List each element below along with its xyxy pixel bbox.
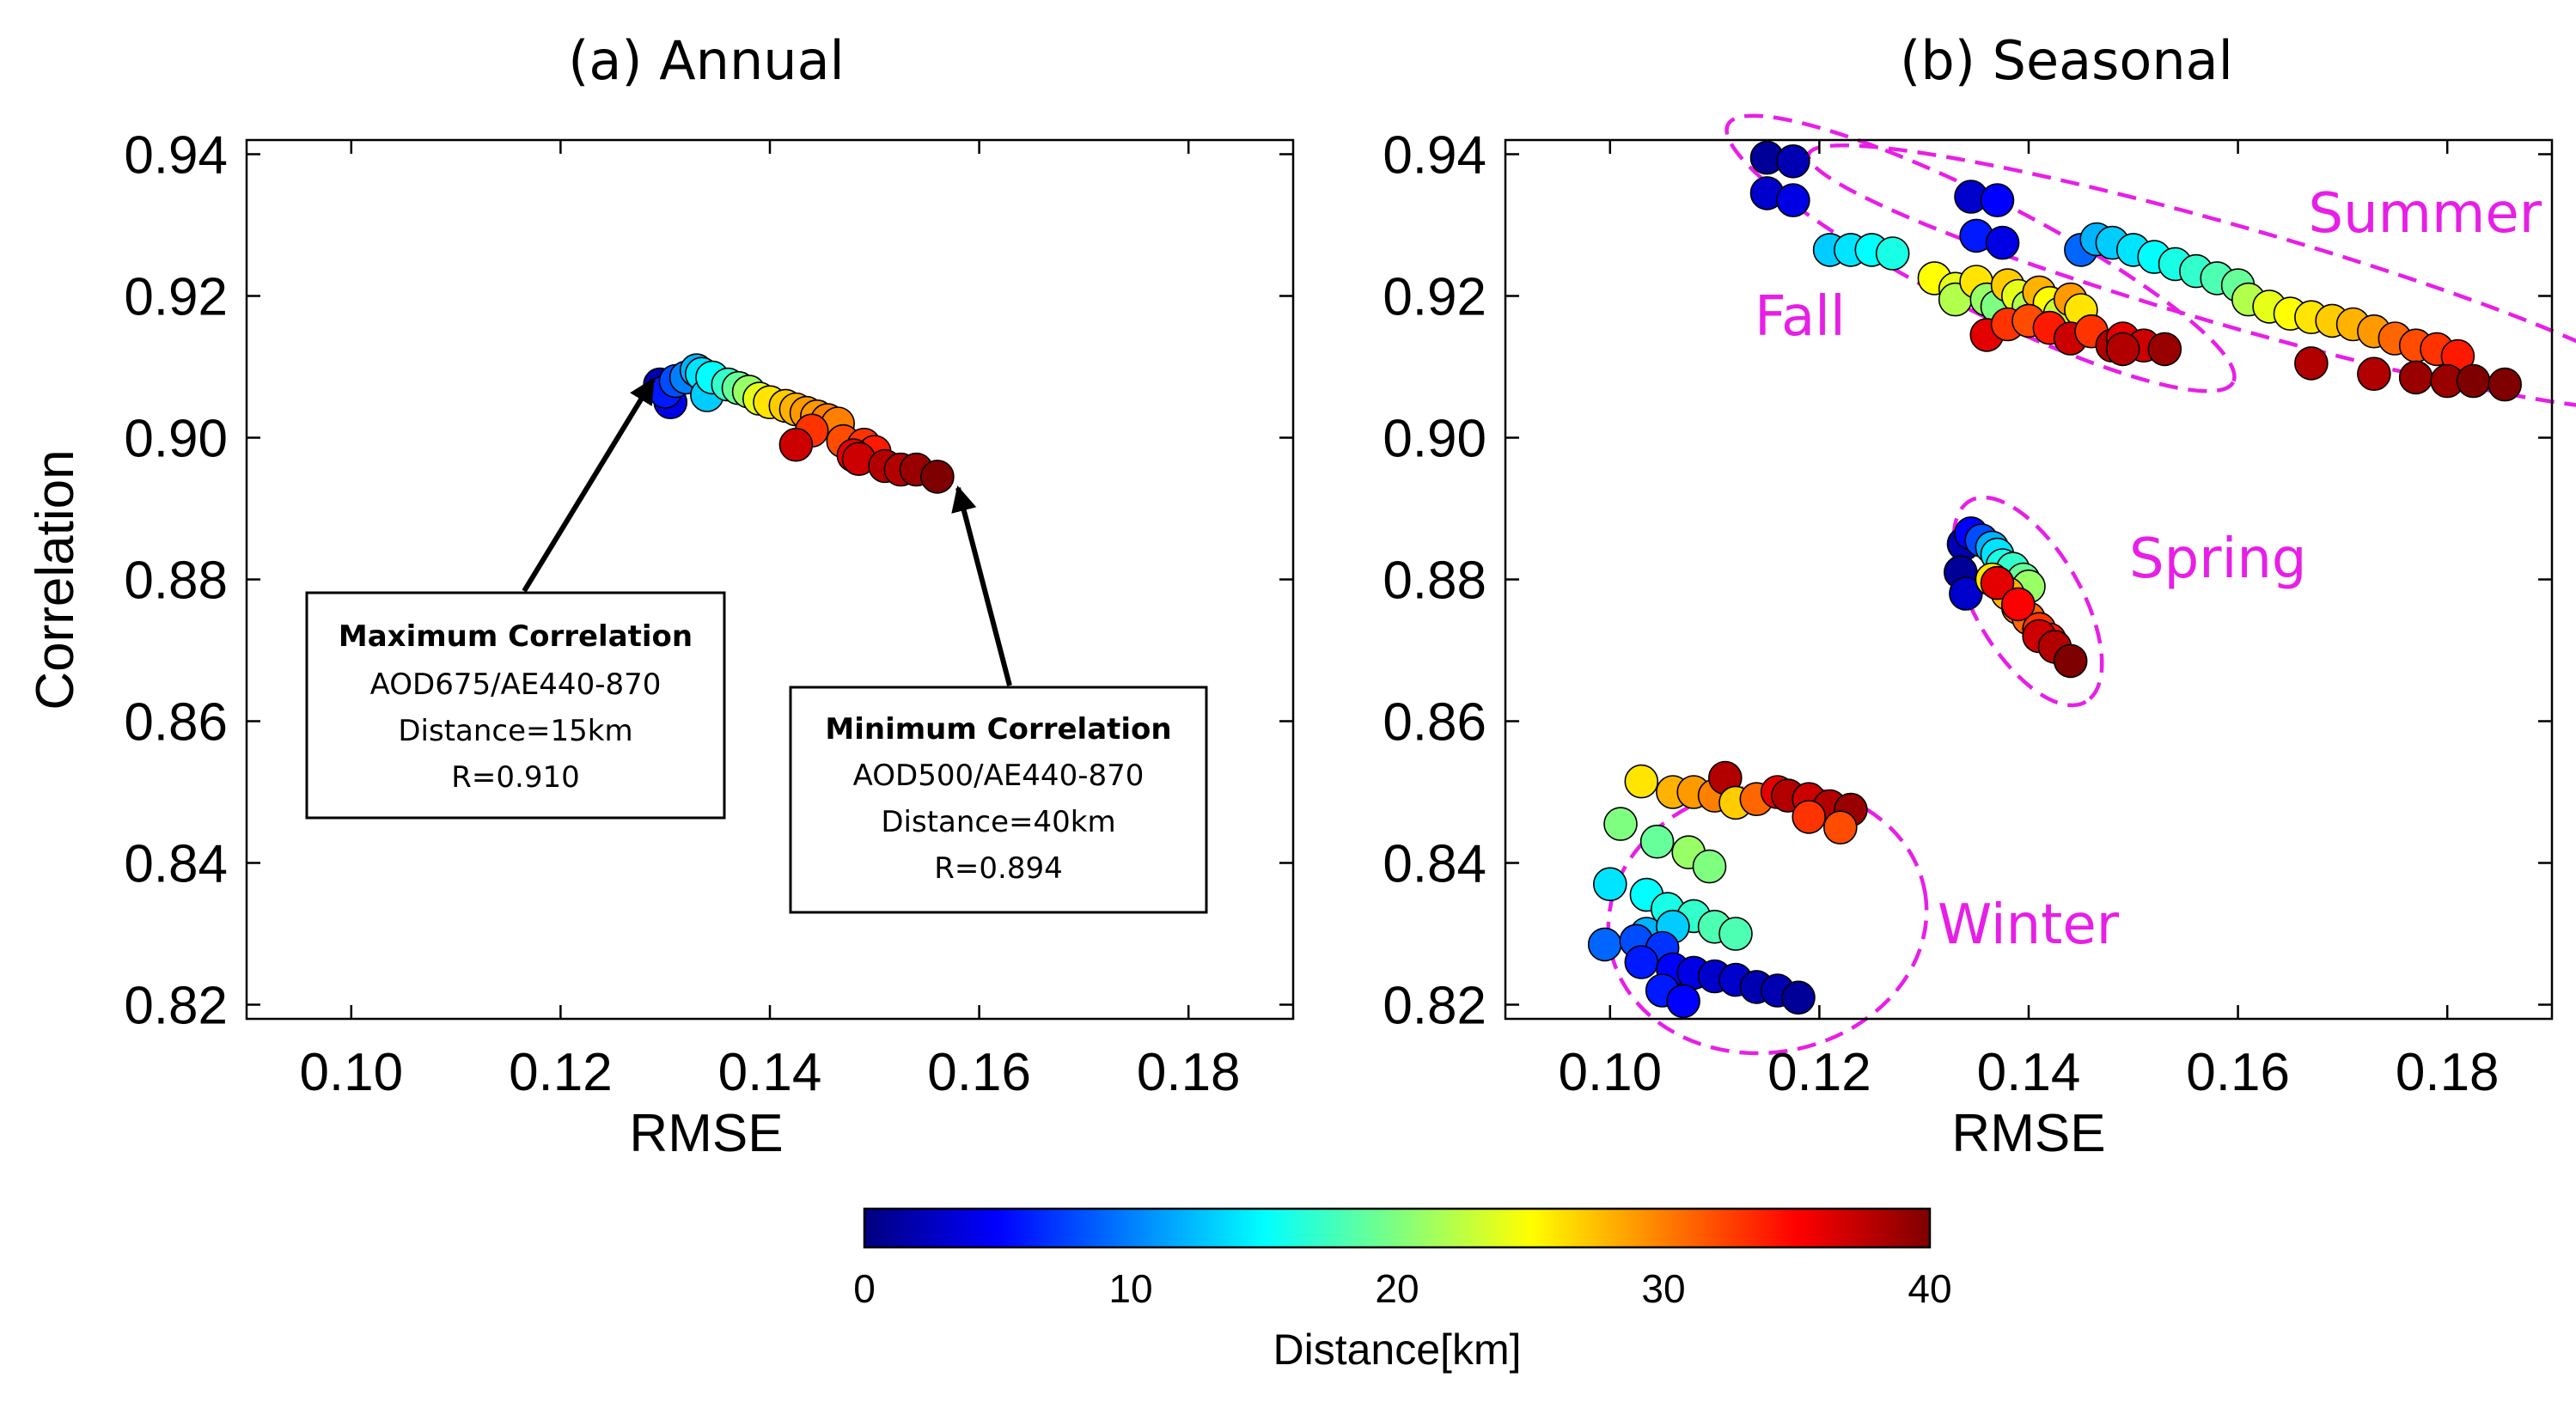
seasonal-y-tick-label: 0.90 xyxy=(1383,410,1486,469)
annual-y-tick-label: 0.90 xyxy=(124,410,228,469)
seasonal-y-tick-label: 0.88 xyxy=(1383,552,1486,611)
seasonal-x-tick-label: 0.18 xyxy=(2396,1043,2500,1102)
colorbar-ticks: 0 10 20 30 40 xyxy=(853,1266,1951,1311)
seasonal-x-tick-label: 0.16 xyxy=(2186,1043,2290,1102)
seasonal-data-point xyxy=(1692,849,1727,884)
spring-ellipse xyxy=(1951,495,2104,708)
seasonal-data-point xyxy=(1666,984,1700,1019)
seasonal-data-point xyxy=(1875,236,1910,271)
colorbar-tick-label: 40 xyxy=(1908,1266,1951,1311)
annual-panel: (a) Annual 0.10 0.12 0.14 0.16 0.180.820.840… xyxy=(26,29,1295,1163)
min-correlation-box: Minimum Correlation AOD500/AE440-870 Dis… xyxy=(789,686,1208,914)
annual-y-tick-label: 0.88 xyxy=(124,552,228,611)
annual-y-tick-label: 0.86 xyxy=(124,693,228,753)
annual-x-tick-label: 0.18 xyxy=(1137,1043,1241,1102)
seasonal-data-point xyxy=(2487,367,2522,402)
seasonal-data-point xyxy=(1587,927,1622,962)
seasonal-data-point xyxy=(1776,144,1810,179)
seasonal-data-point xyxy=(1593,867,1627,901)
colorbar-tick-label: 30 xyxy=(1641,1266,1685,1311)
max-correlation-box: Maximum Correlation AOD675/AE440-870 Dis… xyxy=(305,591,726,820)
seasonal-data-point xyxy=(1949,576,1983,611)
min-box-line-1: AOD500/AE440-870 xyxy=(853,759,1145,793)
seasonal-data-point xyxy=(1639,824,1675,859)
seasonal-ticks: 0.10 0.12 0.14 0.16 0.18 0.82 0.84 0.86 0.88 0.90… xyxy=(1383,126,2552,1102)
annual-y-tick-label: 0.82 xyxy=(124,977,228,1036)
seasonal-y-tick-label: 0.94 xyxy=(1383,126,1486,186)
annual-title: (a) Annual xyxy=(568,29,845,92)
seasonal-y-tick-label: 0.86 xyxy=(1383,693,1486,753)
seasonal-data-point xyxy=(2357,357,2391,392)
seasonal-data-point xyxy=(2053,643,2088,679)
seasonal-panel: (b) Seasonal 0.10 0.12 0.14 0.16 0.18 0.82 0.8… xyxy=(1383,29,2576,1163)
summer-label: Summer xyxy=(2308,182,2542,246)
seasonal-points xyxy=(1587,140,2522,1019)
colorbar-label: Distance[km] xyxy=(1273,1326,1522,1374)
fall-label: Fall xyxy=(1755,285,1846,349)
spring-label: Spring xyxy=(2129,527,2307,591)
winter-ellipse xyxy=(1606,783,1929,1056)
seasonal-data-point xyxy=(2105,332,2140,367)
annual-points xyxy=(643,353,955,494)
seasonal-data-point xyxy=(1792,800,1826,834)
seasonal-y-tick-label: 0.84 xyxy=(1383,835,1486,894)
colorbar-gradient xyxy=(863,1207,1932,1249)
annual-y-tick-label: 0.92 xyxy=(124,268,228,327)
annual-ticks: 0.10 0.12 0.14 0.16 0.18 0.82 0.84 0.86 0.88 0.90… xyxy=(124,126,1293,1102)
seasonal-data-point xyxy=(1823,810,1858,845)
seasonal-y-tick-label: 0.92 xyxy=(1383,268,1486,327)
max-correlation-arrow xyxy=(522,377,656,593)
seasonal-data-point xyxy=(1718,917,1753,951)
annual-data-point xyxy=(778,427,814,462)
seasonal-data-point xyxy=(1624,764,1659,799)
seasonal-data-point xyxy=(1985,225,2020,260)
seasonal-y-tick-label: 0.82 xyxy=(1383,977,1486,1036)
seasonal-x-label: RMSE xyxy=(1951,1104,2105,1163)
colorbar: 0 10 20 30 40 Distance[km] xyxy=(853,1207,1952,1374)
min-correlation-arrow xyxy=(951,485,1012,686)
max-box-title: Maximum Correlation xyxy=(339,619,693,654)
max-box-line-2: Distance=15km xyxy=(398,714,632,748)
seasonal-data-point xyxy=(1624,945,1659,979)
seasonal-data-point xyxy=(1603,807,1638,841)
annual-x-tick-label: 0.14 xyxy=(718,1043,822,1102)
seasonal-x-tick-label: 0.12 xyxy=(1767,1043,1871,1102)
colorbar-tick-label: 20 xyxy=(1375,1266,1419,1311)
seasonal-data-point xyxy=(2456,363,2491,399)
seasonal-data-point xyxy=(1776,183,1810,217)
seasonal-data-point xyxy=(2294,346,2329,381)
annual-x-tick-label: 0.10 xyxy=(299,1043,403,1102)
min-box-title: Minimum Correlation xyxy=(825,712,1171,747)
annual-data-point xyxy=(920,460,955,494)
annual-x-label: RMSE xyxy=(629,1104,783,1163)
max-box-line-1: AOD675/AE440-870 xyxy=(370,667,662,702)
seasonal-title: (b) Seasonal xyxy=(1900,29,2233,92)
winter-label: Winter xyxy=(1938,893,2120,957)
seasonal-data-point xyxy=(2398,360,2433,395)
colorbar-tick-label: 10 xyxy=(1108,1266,1152,1311)
annual-y-tick-label: 0.94 xyxy=(124,126,228,186)
seasonal-data-point xyxy=(2001,587,2036,622)
seasonal-data-point xyxy=(1980,565,2015,600)
min-box-line-2: Distance=40km xyxy=(881,805,1115,839)
colorbar-tick-label: 0 xyxy=(853,1266,876,1311)
seasonal-data-point xyxy=(1781,980,1816,1015)
seasonal-x-tick-label: 0.14 xyxy=(1977,1043,2081,1102)
annual-x-tick-label: 0.12 xyxy=(509,1043,613,1102)
seasonal-data-point xyxy=(1980,183,2015,217)
annual-x-tick-label: 0.16 xyxy=(927,1043,1031,1102)
annual-y-tick-label: 0.84 xyxy=(124,835,228,894)
annual-y-label: Correlation xyxy=(26,449,85,710)
min-box-line-3: R=0.894 xyxy=(934,851,1062,886)
seasonal-data-point xyxy=(2147,332,2182,367)
summer-ellipse xyxy=(1806,143,2576,412)
seasonal-x-tick-label: 0.10 xyxy=(1558,1043,1662,1102)
max-box-line-3: R=0.910 xyxy=(451,760,579,795)
